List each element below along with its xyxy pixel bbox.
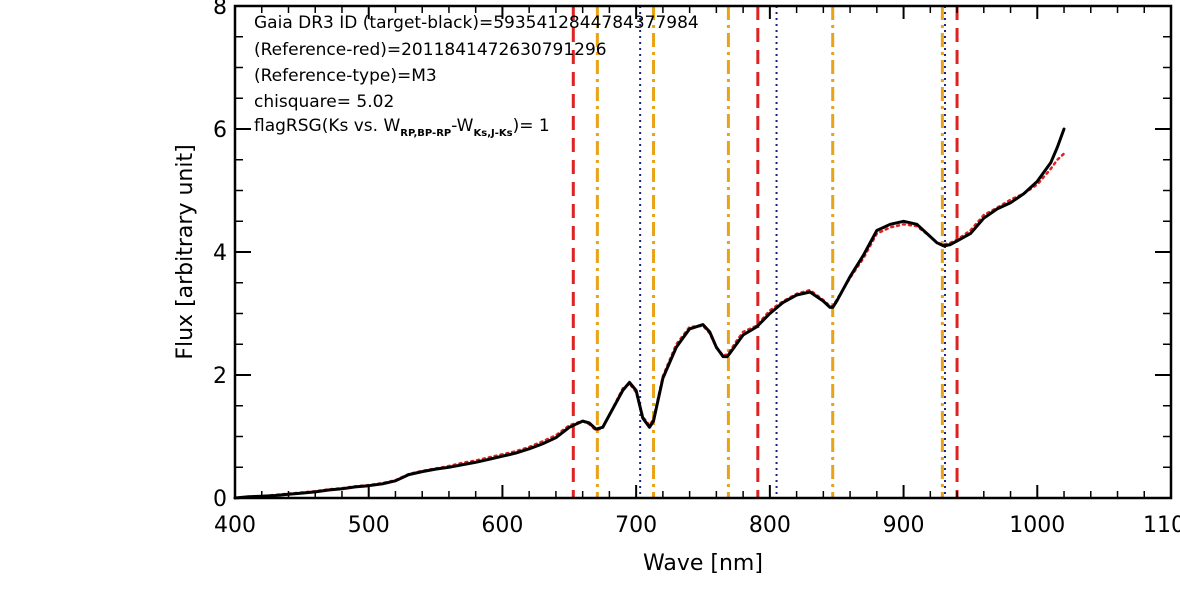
annotation-reference-id: (Reference-red)=2011841472630791296 <box>254 40 607 60</box>
x-axis-label: Wave [nm] <box>643 551 763 576</box>
plot-frame <box>233 4 1173 500</box>
x-tick-label: 800 <box>749 513 791 538</box>
x-tick-label: 700 <box>615 513 657 538</box>
annotation-reference-type: (Reference-type)=M3 <box>254 66 437 86</box>
annotation-block: Gaia DR3 ID (target-black)=5935412844784… <box>254 13 699 139</box>
y-tick-label: 8 <box>213 0 227 20</box>
annotation-flag-rsg: flagRSG(Ks vs. WRP,BP-RP-WKs,J-Ks)= 1 <box>254 116 550 139</box>
y-tick-label: 2 <box>213 364 227 389</box>
vertical-marker-lines <box>571 6 959 498</box>
x-tick-label: 600 <box>481 513 523 538</box>
flag-text-post: )= 1 <box>513 116 550 136</box>
flag-subscript-1: RP,BP-RP <box>400 128 451 139</box>
x-tick-label: 1000 <box>1009 513 1065 538</box>
y-tick-label: 6 <box>213 118 227 143</box>
flag-subscript-2: Ks,J-Ks <box>474 128 513 139</box>
flag-text-mid: -W <box>451 116 473 136</box>
flag-text-pre: flagRSG(Ks vs. W <box>254 116 400 136</box>
y-axis-label: Flux [arbitrary unit] <box>173 144 198 359</box>
x-tick-label: 900 <box>883 513 925 538</box>
series-line-target-black <box>233 127 1066 500</box>
x-tick-label: 500 <box>348 513 390 538</box>
series-lines <box>233 127 1066 500</box>
annotation-gaia-id: Gaia DR3 ID (target-black)=5935412844784… <box>254 13 699 33</box>
series-line-reference-red <box>233 152 1066 500</box>
y-tick-label: 0 <box>213 487 227 512</box>
x-tick-label: 400 <box>214 513 256 538</box>
y-tick-label: 4 <box>213 241 227 266</box>
annotation-chisquare: chisquare= 5.02 <box>254 92 394 112</box>
